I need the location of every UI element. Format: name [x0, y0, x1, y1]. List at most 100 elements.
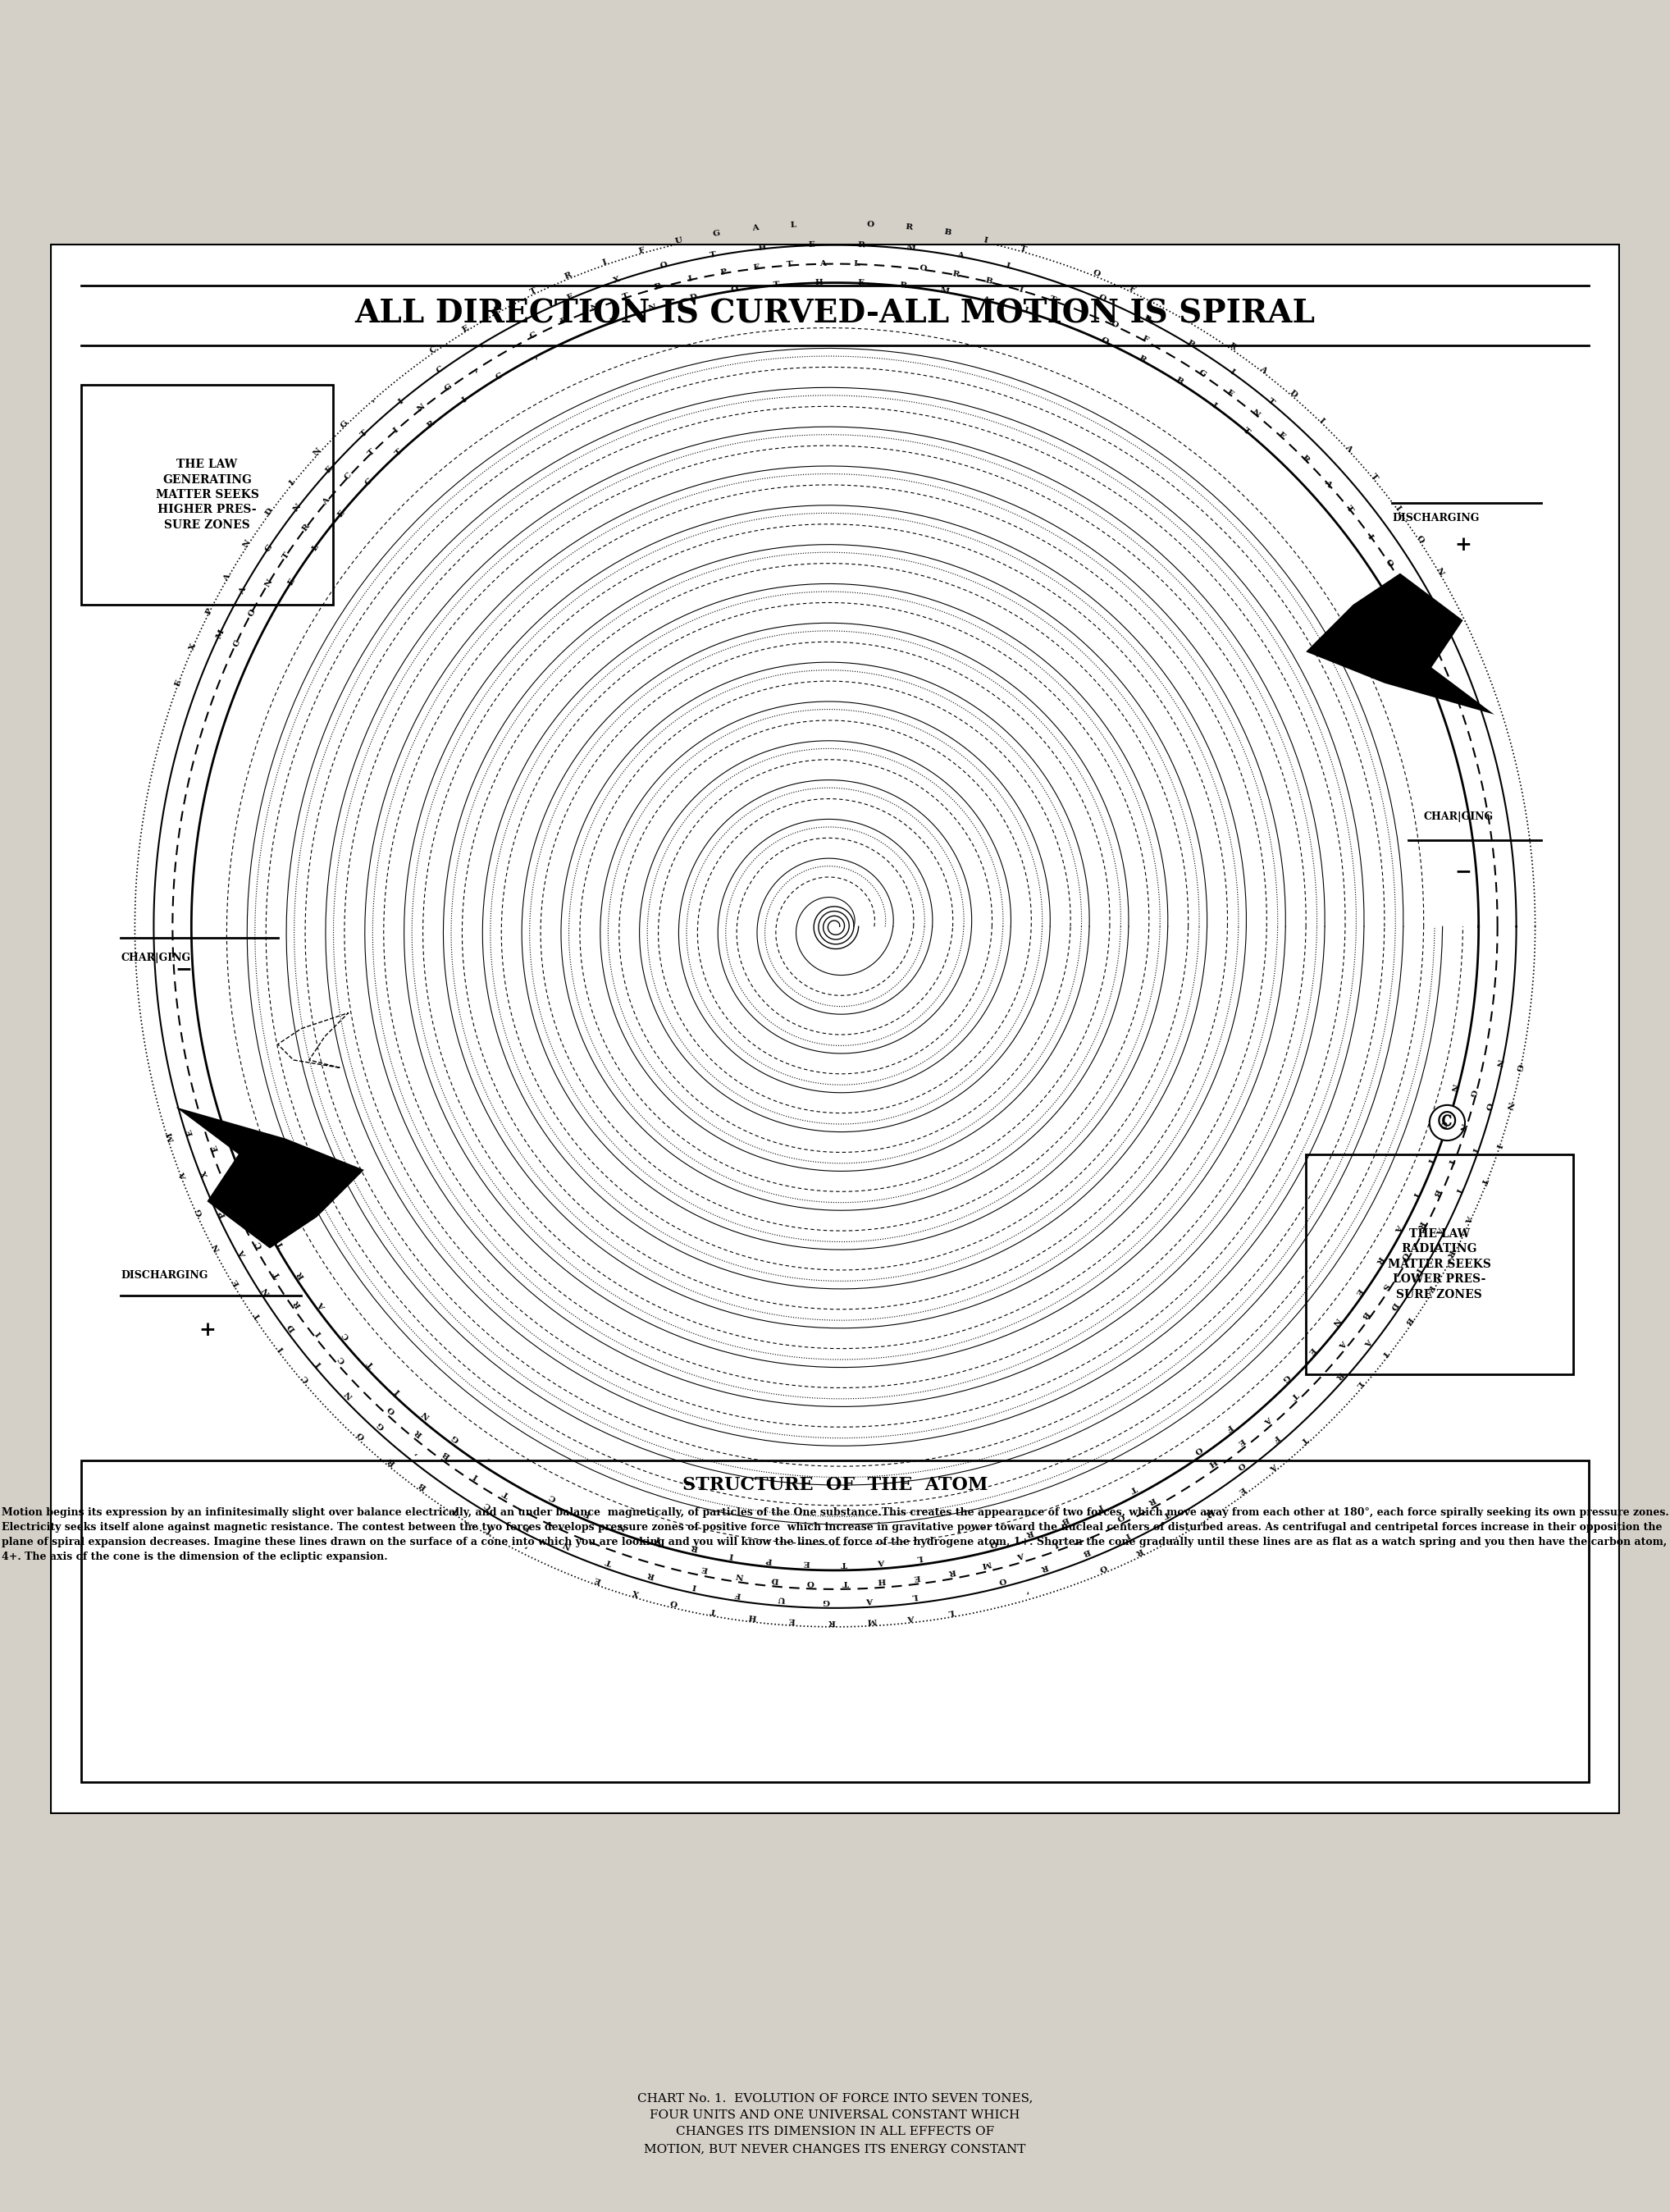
- Text: A: A: [1263, 1413, 1273, 1425]
- Text: B: B: [984, 276, 994, 285]
- Text: E: E: [803, 1559, 810, 1566]
- Text: CHAR|GING: CHAR|GING: [120, 953, 190, 962]
- Text: R: R: [952, 270, 960, 279]
- Text: T: T: [359, 429, 369, 438]
- Text: T: T: [843, 1579, 850, 1586]
- Text: E: E: [174, 679, 184, 688]
- Text: G: G: [195, 1208, 204, 1217]
- Text: R: R: [292, 1298, 302, 1310]
- Text: N: N: [563, 1540, 573, 1551]
- Text: B: B: [1359, 1310, 1369, 1321]
- Text: T: T: [787, 261, 793, 268]
- Text: T: T: [1369, 473, 1379, 482]
- Text: I: I: [1493, 1141, 1501, 1148]
- Text: C: C: [337, 1354, 347, 1365]
- Text: H: H: [815, 279, 823, 285]
- Text: I: I: [316, 1358, 324, 1367]
- Text: A: A: [1463, 1212, 1473, 1223]
- Text: B: B: [1431, 1188, 1441, 1197]
- Text: I: I: [392, 427, 401, 434]
- Text: T: T: [486, 1524, 494, 1535]
- Text: O: O: [1097, 294, 1107, 303]
- Text: R: R: [414, 1427, 424, 1438]
- Text: ,: ,: [523, 1544, 528, 1553]
- Text: +: +: [199, 1321, 215, 1340]
- Text: B: B: [1403, 1316, 1413, 1325]
- Text: N: N: [264, 577, 274, 588]
- Text: G: G: [451, 1433, 461, 1442]
- Text: N: N: [1401, 586, 1411, 597]
- Text: G: G: [264, 542, 274, 553]
- Text: O: O: [1091, 270, 1101, 279]
- Text: L: L: [311, 542, 321, 553]
- Text: E: E: [461, 323, 469, 334]
- Text: L: L: [912, 1593, 919, 1599]
- Text: I: I: [728, 1551, 735, 1559]
- Text: C: C: [428, 345, 438, 354]
- Text: D: D: [1288, 389, 1298, 398]
- Polygon shape: [175, 1106, 364, 1248]
- Text: E: E: [857, 279, 863, 285]
- Text: T: T: [1242, 427, 1251, 436]
- Text: C: C: [494, 372, 504, 380]
- Text: R: R: [1374, 1254, 1384, 1265]
- Text: T: T: [367, 447, 376, 458]
- Text: E: E: [210, 1144, 220, 1152]
- Text: N: N: [312, 447, 322, 458]
- Text: G: G: [1197, 369, 1207, 378]
- Text: ,: ,: [412, 1451, 419, 1460]
- Text: E: E: [324, 465, 334, 473]
- Text: E: E: [753, 263, 760, 272]
- Text: N: N: [257, 1206, 269, 1214]
- Text: T: T: [710, 1606, 716, 1615]
- Text: N: N: [242, 540, 252, 549]
- Text: S: S: [1379, 1281, 1389, 1290]
- Text: ,: ,: [533, 352, 539, 361]
- Text: R: R: [1445, 1248, 1455, 1259]
- Text: N: N: [1505, 1102, 1513, 1110]
- Text: I: I: [1470, 1146, 1478, 1152]
- Text: H: H: [1207, 1458, 1217, 1467]
- Text: I: I: [289, 478, 297, 487]
- Text: T: T: [1453, 1186, 1463, 1194]
- Text: R: R: [905, 223, 913, 232]
- Text: STRUCTURE  OF  THE  ATOM: STRUCTURE OF THE ATOM: [683, 1475, 987, 1493]
- Text: G: G: [376, 1420, 386, 1431]
- Text: G: G: [339, 418, 349, 429]
- Text: T: T: [708, 250, 716, 259]
- Text: DISCHARGING: DISCHARGING: [1393, 513, 1480, 524]
- Text: A: A: [1344, 442, 1353, 453]
- Text: N: N: [421, 1409, 431, 1420]
- Text: X: X: [200, 1170, 210, 1177]
- Text: I: I: [277, 1345, 286, 1352]
- Text: F: F: [735, 1590, 741, 1597]
- Text: H: H: [748, 1613, 757, 1621]
- Text: N: N: [493, 303, 504, 314]
- Text: I: I: [1209, 400, 1217, 409]
- Text: N: N: [261, 1285, 272, 1296]
- Text: N: N: [1331, 1316, 1341, 1327]
- Text: G: G: [1468, 1088, 1476, 1097]
- Text: T: T: [1289, 1389, 1299, 1400]
- Text: E: E: [1306, 1345, 1316, 1356]
- Text: H: H: [757, 243, 767, 252]
- Text: T: T: [842, 1559, 847, 1566]
- Text: E: E: [336, 509, 346, 518]
- Text: E: E: [913, 1573, 920, 1582]
- Text: −: −: [175, 960, 192, 978]
- Text: +: +: [1455, 535, 1471, 555]
- Text: E: E: [595, 1575, 603, 1584]
- Text: E: E: [287, 577, 297, 586]
- Text: A: A: [317, 1301, 327, 1312]
- Text: G: G: [1515, 1064, 1523, 1073]
- Text: I: I: [316, 1329, 324, 1338]
- Text: B: B: [418, 1480, 428, 1491]
- Text: I: I: [1393, 504, 1401, 513]
- Text: E: E: [1237, 1484, 1246, 1495]
- Text: A: A: [222, 573, 232, 582]
- Text: L: L: [1050, 1540, 1059, 1548]
- Text: T: T: [1480, 1177, 1488, 1186]
- Text: R: R: [296, 1270, 306, 1281]
- Text: L: L: [1354, 1378, 1364, 1389]
- Text: O: O: [1116, 1511, 1126, 1522]
